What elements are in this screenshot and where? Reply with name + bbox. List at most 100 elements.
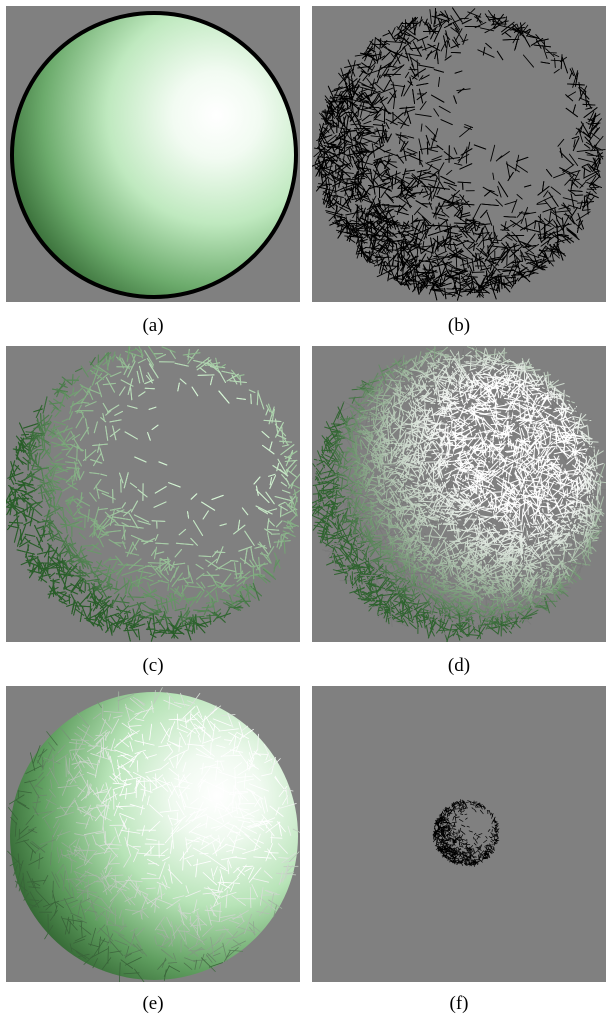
hatch-stroke xyxy=(374,158,379,168)
hatch-stroke xyxy=(404,241,414,258)
hatch-stroke xyxy=(146,375,153,384)
hatch-stroke xyxy=(353,221,371,229)
hatch-stroke xyxy=(380,185,390,199)
hatch-stroke xyxy=(37,452,41,469)
hatch-stroke xyxy=(585,191,599,199)
hatch-stroke xyxy=(282,532,290,535)
hatch-stroke xyxy=(354,52,372,57)
hatch-stroke xyxy=(514,30,524,34)
hatch-stroke xyxy=(440,119,453,126)
hatch-stroke xyxy=(210,376,213,386)
hatch-stroke xyxy=(80,569,90,578)
hatch-stroke xyxy=(30,470,34,482)
hatch-stroke xyxy=(537,215,545,223)
hatch-stroke xyxy=(558,206,570,210)
hatch-stroke xyxy=(371,234,376,251)
hatch-stroke xyxy=(22,497,34,509)
hatch-stroke xyxy=(338,163,350,167)
hatch-stroke xyxy=(339,94,349,107)
hatch-stroke xyxy=(166,627,179,639)
hatch-stroke xyxy=(382,150,399,157)
hatch-stroke xyxy=(233,605,242,609)
hatch-stroke xyxy=(492,172,495,181)
hatch-stroke xyxy=(49,572,56,578)
hatch-stroke xyxy=(365,45,373,58)
hatch-stroke xyxy=(59,574,68,590)
hatch-stroke xyxy=(355,175,362,180)
hatch-stroke xyxy=(407,245,420,253)
hatch-stroke xyxy=(184,585,203,589)
hatch-stroke xyxy=(575,513,585,532)
hatch-stroke xyxy=(50,546,58,562)
hatch-stroke xyxy=(189,618,194,627)
hatch-stroke xyxy=(535,34,545,45)
hatch-stroke xyxy=(361,158,364,176)
hatch-stroke xyxy=(377,197,382,207)
hatch-stroke xyxy=(571,181,579,188)
hatch-stroke xyxy=(591,114,597,130)
hatch-stroke xyxy=(55,458,64,462)
hatch-stroke xyxy=(436,187,450,190)
hatch-stroke xyxy=(75,416,83,429)
hatch-stroke xyxy=(110,371,122,378)
hatch-stroke xyxy=(462,245,477,259)
hatch-stroke xyxy=(177,382,180,392)
hatch-stroke xyxy=(570,190,583,192)
hatch-stroke xyxy=(377,38,390,45)
hatch-stroke xyxy=(497,274,502,292)
hatch-stroke xyxy=(206,590,217,603)
hatch-stroke xyxy=(109,507,121,511)
hatch-stroke xyxy=(477,232,489,247)
hatch-stroke xyxy=(102,354,117,366)
hatch-stroke xyxy=(398,253,404,266)
hatch-stroke xyxy=(345,143,361,149)
hatch-stroke xyxy=(174,613,182,630)
hatch-stroke xyxy=(84,401,97,407)
hatch-stroke xyxy=(465,146,468,164)
hatch-stroke xyxy=(66,603,75,607)
hatch-stroke xyxy=(219,598,238,604)
hatch-stroke xyxy=(348,223,355,242)
hatch-stroke xyxy=(110,509,125,516)
hatch-stroke xyxy=(70,578,84,594)
hatch-stroke xyxy=(414,219,427,221)
hatch-stroke xyxy=(95,365,112,376)
hatch-stroke xyxy=(340,143,349,151)
hatch-stroke xyxy=(114,410,123,416)
hatch-stroke xyxy=(324,120,336,128)
hatch-stroke xyxy=(175,542,194,546)
hatch-stroke xyxy=(424,18,428,26)
hatch-stroke xyxy=(446,169,453,176)
hatch-stroke xyxy=(293,484,300,489)
hatch-stroke xyxy=(48,525,55,541)
hatch-stroke xyxy=(343,129,353,141)
hatch-stroke xyxy=(413,176,423,183)
hatch-stroke xyxy=(340,130,356,133)
hatch-stroke xyxy=(543,190,549,198)
hatch-stroke xyxy=(548,191,559,207)
hatch-stroke xyxy=(130,387,133,401)
hatch-stroke xyxy=(252,582,260,601)
panel-b-hatched-sphere xyxy=(312,6,606,302)
hatch-stroke xyxy=(250,547,254,561)
hatch-stroke xyxy=(384,160,398,169)
hatch-stroke xyxy=(102,583,112,589)
hatch-stroke xyxy=(287,514,297,525)
hatch-stroke xyxy=(525,35,540,39)
hatch-stroke xyxy=(94,612,103,620)
hatch-stroke xyxy=(19,422,27,439)
hatch-stroke xyxy=(338,170,343,188)
hatch-stroke xyxy=(64,517,71,524)
hatch-stroke xyxy=(316,160,325,176)
hatch-stroke xyxy=(410,255,417,262)
hatch-stroke xyxy=(107,352,109,360)
hatch-stroke xyxy=(290,464,297,473)
hatch-stroke xyxy=(30,432,45,442)
hatch-stroke xyxy=(495,198,503,207)
hatch-stroke xyxy=(373,224,385,238)
hatch-stroke xyxy=(450,43,461,49)
hatch-stroke xyxy=(42,519,53,525)
hatch-stroke xyxy=(381,177,390,183)
hatch-stroke xyxy=(69,401,74,414)
hatch-stroke xyxy=(33,484,43,493)
